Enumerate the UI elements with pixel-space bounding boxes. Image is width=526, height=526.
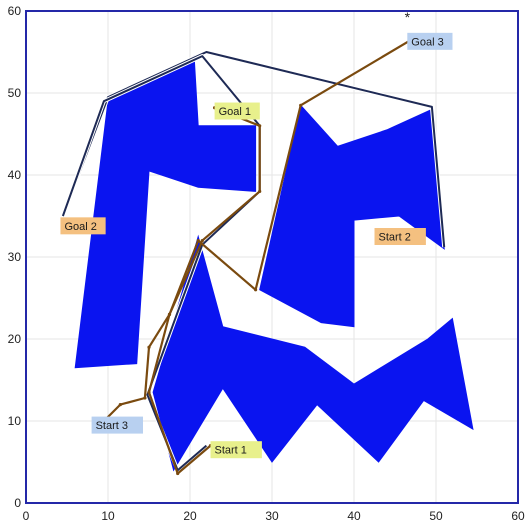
x-tick-label-40: 40 bbox=[347, 509, 361, 523]
start-2-label-box bbox=[374, 228, 426, 245]
x-tick-label-50: 50 bbox=[429, 509, 443, 523]
y-tick-label-60: 60 bbox=[8, 4, 22, 18]
y-tick-label-50: 50 bbox=[8, 86, 22, 100]
start-3-label-box bbox=[91, 416, 143, 434]
obstacle-1 bbox=[74, 55, 257, 369]
obstacle-3 bbox=[152, 234, 474, 472]
goal-3-label-text: Goal 3 bbox=[411, 36, 443, 48]
y-tick-label-10: 10 bbox=[8, 414, 22, 428]
path-start1-goal3-vertex-1 bbox=[176, 471, 180, 476]
y-tick-label-30: 30 bbox=[8, 250, 22, 264]
path-start1-goal3-vertex-6 bbox=[299, 103, 303, 107]
start-2-label: Start 2 bbox=[374, 228, 426, 245]
path-start3-goal1-vertex-2 bbox=[143, 396, 147, 400]
path-start3-goal1-vertex-1 bbox=[118, 403, 122, 407]
goal-1-label: Goal 1 bbox=[214, 102, 260, 120]
start-1-label-text: Start 1 bbox=[215, 445, 247, 457]
path-start1-goal3 bbox=[147, 38, 412, 475]
start-3-label: Start 3 bbox=[91, 416, 143, 434]
path-start1-goal3-vertex-2 bbox=[147, 390, 151, 394]
obstacles bbox=[74, 55, 474, 472]
goal-2-label-box bbox=[60, 217, 106, 235]
path-start3-goal1-vertex-7 bbox=[258, 124, 262, 128]
x-axis-ticks: 0 10 20 30 40 50 60 bbox=[23, 509, 525, 523]
x-tick-label-10: 10 bbox=[101, 509, 115, 523]
path-start1-goal3-vertex-3 bbox=[167, 312, 172, 316]
path-start3-goal1-vertex-3 bbox=[147, 345, 151, 349]
goal-3-label-box bbox=[407, 32, 453, 50]
goal-2-label-text: Goal 2 bbox=[64, 221, 96, 233]
y-tick-label-40: 40 bbox=[8, 168, 22, 182]
goal-1-label-text: Goal 1 bbox=[219, 106, 251, 118]
start-1-label: Start 1 bbox=[210, 441, 262, 459]
start-2-label-text: Start 2 bbox=[379, 232, 411, 244]
path-start3-goal1-vertex-6 bbox=[258, 189, 262, 193]
x-tick-label-30: 30 bbox=[265, 509, 279, 523]
goal-3-label: Goal 3 bbox=[407, 32, 453, 50]
x-tick-label-20: 20 bbox=[183, 509, 197, 523]
path-start3-goal1-vertex-5 bbox=[200, 239, 204, 243]
asterisk-marker: * bbox=[405, 9, 411, 25]
start-1-label-box bbox=[210, 441, 262, 459]
goal-2-label: Goal 2 bbox=[60, 217, 106, 235]
markers: * bbox=[405, 9, 411, 25]
x-tick-label-0: 0 bbox=[23, 509, 30, 523]
y-axis-ticks: 0 10 20 30 40 50 60 bbox=[8, 4, 22, 510]
point-labels: Start 1 Start 2 Start 3 Goal 1 Goal 2 Goal 3 bbox=[60, 32, 453, 459]
y-tick-label-0: 0 bbox=[14, 496, 21, 510]
goal-1-label-box bbox=[214, 102, 260, 120]
path-start1-goal3-vertex-5 bbox=[254, 288, 258, 292]
x-tick-label-60: 60 bbox=[511, 509, 525, 523]
y-tick-label-20: 20 bbox=[8, 332, 22, 346]
axes-frame bbox=[25, 10, 519, 504]
start-3-label-text: Start 3 bbox=[96, 420, 128, 432]
obstacle-2 bbox=[259, 104, 445, 328]
path-start1-goal3-vertex-4 bbox=[196, 239, 200, 243]
